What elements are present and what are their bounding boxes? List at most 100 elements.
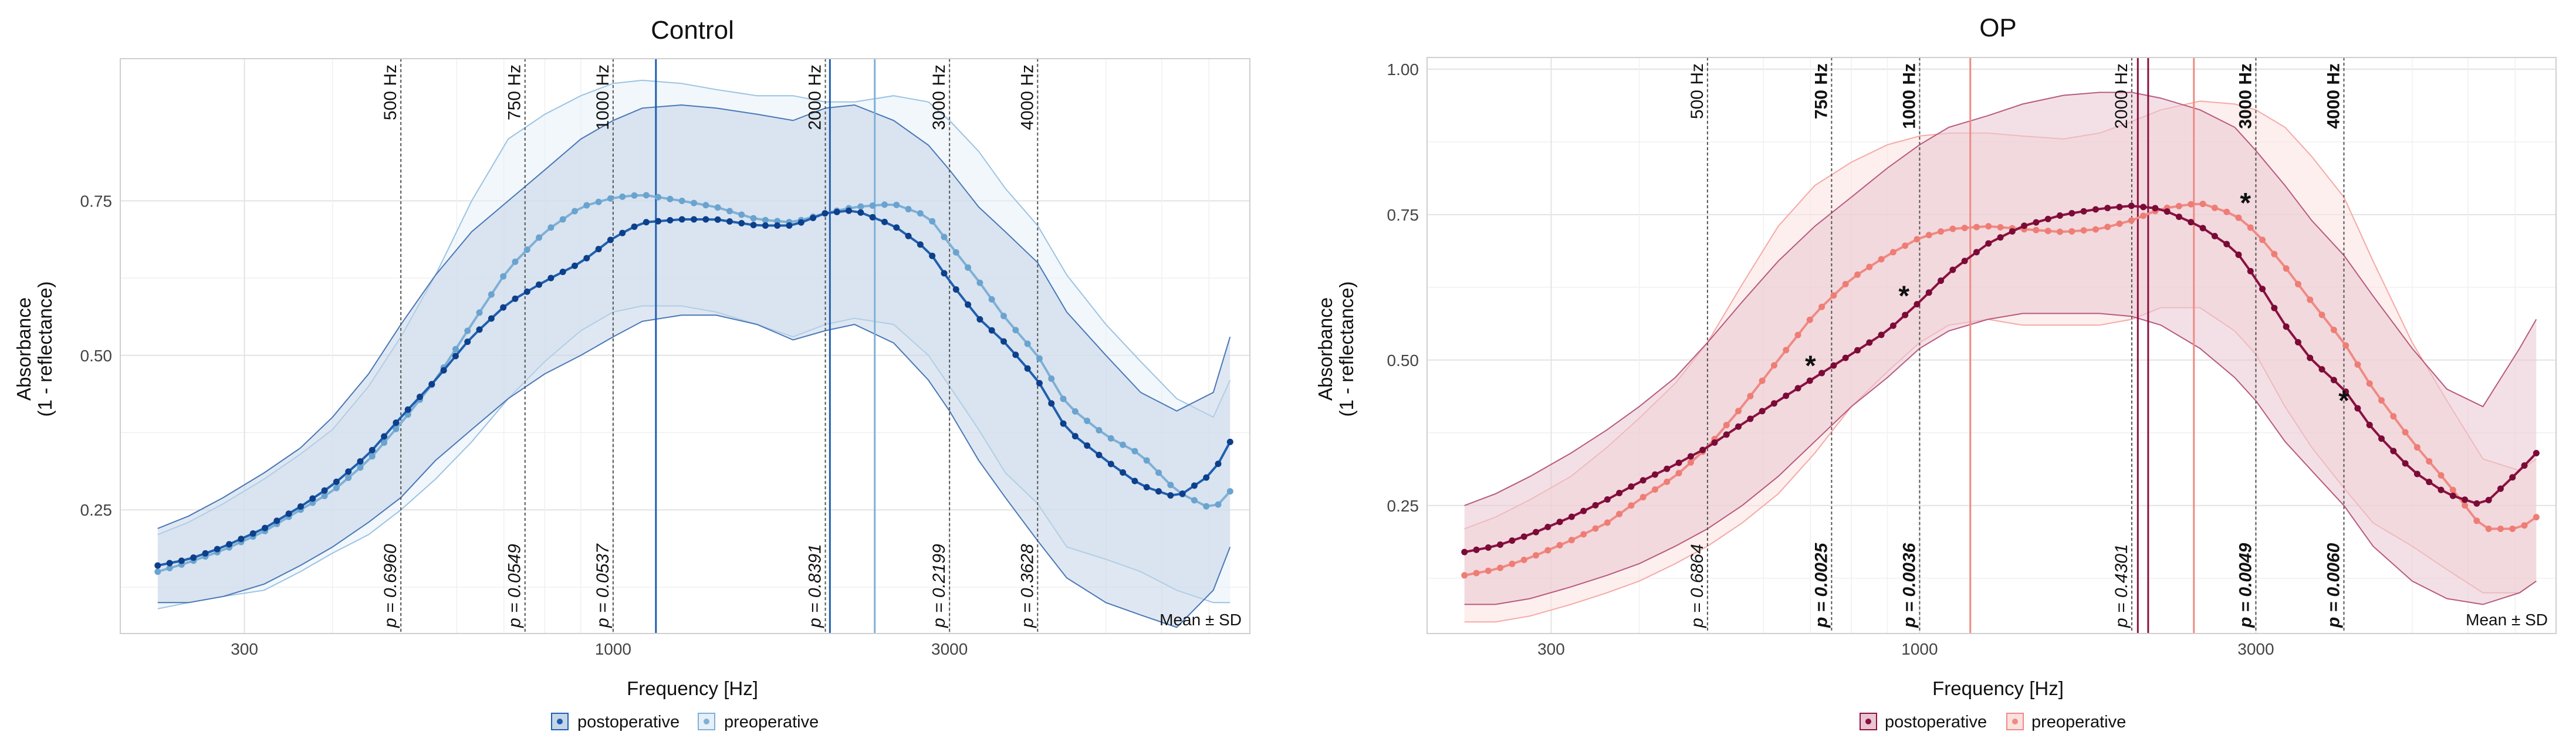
data-point-preoperative: [762, 216, 769, 223]
data-point-preoperative: [2366, 380, 2373, 387]
data-point-postoperative: [190, 554, 197, 561]
data-point-preoperative: [2426, 458, 2433, 465]
data-point-postoperative: [2485, 496, 2492, 503]
data-point-preoperative: [2449, 486, 2456, 493]
data-point-postoperative: [810, 214, 817, 221]
data-point-preoperative: [643, 192, 650, 199]
data-point-postoperative: [2378, 435, 2385, 442]
data-point-postoperative: [1842, 354, 1849, 361]
legend-label-preoperative: preoperative: [724, 713, 819, 731]
data-point-preoperative: [893, 201, 900, 208]
y-tick-label: 0.25: [80, 501, 113, 519]
freq-marker-label: 4000 Hz: [1017, 65, 1037, 130]
data-point-preoperative: [583, 202, 590, 209]
legend-item-preoperative[interactable]: preoperative: [698, 713, 819, 731]
data-point-preoperative: [1520, 556, 1527, 563]
y-axis-title-line2: (1 - reflectance): [1336, 281, 1357, 416]
data-point-postoperative: [2188, 219, 2195, 226]
significance-star: *: [1898, 281, 1909, 312]
data-point-postoperative: [1616, 489, 1623, 496]
data-point-preoperative: [607, 195, 614, 202]
p-value-label: p = 0.4301: [2112, 544, 2131, 628]
data-point-postoperative: [226, 541, 233, 548]
x-tick-label: 3000: [931, 640, 968, 658]
data-point-preoperative: [523, 246, 530, 253]
legend-control: postoperative preoperative: [551, 713, 819, 731]
data-point-preoperative: [1226, 488, 1233, 495]
data-point-postoperative: [1071, 433, 1079, 440]
data-point-preoperative: [547, 224, 555, 231]
data-point-preoperative: [1675, 470, 1682, 477]
data-point-postoperative: [1783, 392, 1790, 399]
data-point-postoperative: [1497, 541, 1504, 548]
data-point-preoperative: [1012, 327, 1019, 334]
data-point-postoperative: [2068, 210, 2075, 217]
data-point-preoperative: [2318, 311, 2325, 319]
data-point-preoperative: [1107, 435, 1114, 442]
data-point-preoperative: [2057, 228, 2064, 235]
data-point-postoperative: [691, 216, 698, 223]
data-point-postoperative: [1830, 362, 1837, 369]
data-point-postoperative: [2294, 339, 2301, 346]
data-point-preoperative: [2128, 217, 2135, 224]
data-point-postoperative: [1592, 502, 1599, 509]
data-point-preoperative: [774, 218, 781, 225]
legend-op: postoperative preoperative: [1860, 713, 2126, 731]
sd-upper-postoperative: [1464, 92, 2537, 506]
data-point-preoperative: [2116, 220, 2123, 227]
data-point-postoperative: [273, 517, 280, 524]
legend-item-preoperative[interactable]: preoperative: [2006, 713, 2126, 731]
data-point-postoperative: [893, 224, 900, 231]
legend-item-postoperative[interactable]: postoperative: [1860, 713, 1987, 731]
data-point-preoperative: [345, 475, 352, 482]
data-point-preoperative: [571, 208, 578, 215]
data-point-postoperative: [822, 210, 829, 217]
x-tick-label: 300: [1537, 640, 1565, 658]
data-point-postoperative: [2116, 204, 2123, 211]
freq-marker-label: 2000 Hz: [806, 65, 825, 130]
data-point-preoperative: [2068, 228, 2075, 235]
legend-item-postoperative[interactable]: postoperative: [551, 713, 680, 731]
data-point-postoperative: [523, 288, 530, 295]
data-point-preoperative: [166, 565, 173, 572]
data-point-preoperative: [619, 193, 626, 200]
freq-marker-label: 2000 Hz: [2112, 63, 2131, 129]
data-point-preoperative: [678, 198, 685, 205]
data-point-preoperative: [1783, 347, 1790, 354]
p-value-label: p = 0.3628: [1017, 544, 1037, 628]
data-point-preoperative: [1215, 501, 1222, 508]
data-point-preoperative: [321, 492, 328, 499]
data-point-preoperative: [464, 327, 471, 334]
data-point-postoperative: [702, 216, 709, 223]
data-point-postoperative: [381, 433, 388, 440]
data-point-preoperative: [2092, 226, 2099, 233]
data-point-preoperative: [1191, 497, 1198, 504]
data-point-preoperative: [1024, 340, 1031, 347]
data-point-preoperative: [1818, 303, 1825, 310]
p-value-label: p = 0.0549: [505, 544, 525, 628]
data-point-postoperative: [2057, 212, 2064, 219]
data-point-postoperative: [2092, 206, 2099, 213]
data-point-postoperative: [2307, 354, 2314, 361]
data-point-postoperative: [583, 255, 590, 262]
p-value-label: p = 0.2199: [929, 544, 949, 628]
data-point-preoperative: [1842, 280, 1849, 287]
data-point-preoperative: [869, 202, 876, 209]
data-point-preoperative: [1759, 377, 1766, 384]
data-point-postoperative: [905, 232, 912, 239]
p-value-label: p = 0.6864: [1688, 544, 1707, 628]
data-point-preoperative: [1544, 547, 1551, 554]
y-tick-label: 0.75: [1387, 206, 1419, 224]
data-point-postoperative: [1215, 460, 1222, 468]
data-point-postoperative: [297, 503, 304, 510]
data-point-postoperative: [154, 562, 161, 569]
data-point-preoperative: [1985, 223, 1992, 230]
data-point-preoperative: [2354, 361, 2361, 368]
data-point-postoperative: [1735, 423, 1742, 430]
y-tick-label: 0.25: [1387, 497, 1419, 515]
data-point-preoperative: [2413, 444, 2421, 451]
data-point-postoperative: [2462, 496, 2469, 503]
data-point-preoperative: [965, 264, 972, 271]
x-tick-label: 1000: [1901, 640, 1938, 658]
y-tick-label: 0.50: [80, 347, 113, 365]
